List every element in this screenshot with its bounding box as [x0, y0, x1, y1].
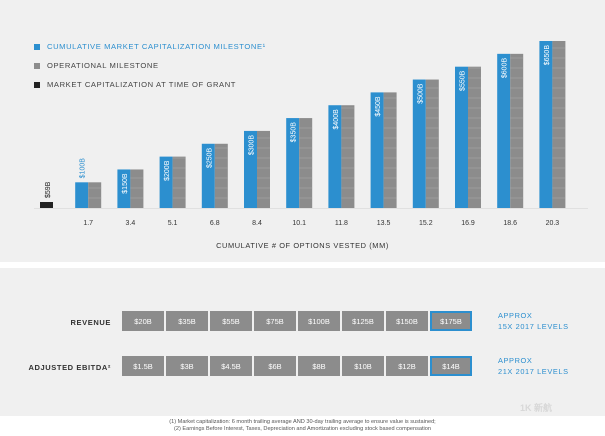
market-cap-bar — [497, 53, 511, 208]
ebitda-cell-highlighted: $14B — [430, 356, 472, 376]
footnotes: (1) Market capitalization: 6 month trail… — [0, 419, 605, 433]
market-cap-bar — [370, 92, 384, 208]
legend-label: OPERATIONAL MILESTONE — [47, 61, 159, 70]
ebitda-cells: $1.5B $3B $4.5B $6B $8B $10B $12B $14B — [122, 356, 474, 376]
revenue-note-line1: APPROX — [498, 311, 533, 320]
market-cap-bar-label: $450B — [375, 96, 382, 117]
operational-bar — [341, 105, 355, 208]
operational-bar — [130, 169, 144, 208]
revenue-cell: $35B — [166, 311, 208, 331]
x-tick-label: 8.4 — [252, 220, 262, 227]
revenue-note-line2: 15X 2017 LEVELS — [498, 322, 569, 331]
bar-chart: $59B $100B 1.7 $150B 3.4 $200B 5.1 $250B 6.8 $300… — [34, 41, 588, 227]
legend-swatch-gray — [34, 62, 40, 69]
legend-item-operational-milestone: OPERATIONAL MILESTONE — [34, 56, 266, 75]
revenue-row-label: REVENUE — [70, 318, 111, 327]
market-cap-bar-label: $250B — [206, 147, 213, 168]
x-tick-label: 3.4 — [126, 220, 136, 227]
ebitda-cell: $3B — [166, 356, 208, 376]
market-cap-bar — [244, 130, 257, 208]
market-cap-bar — [286, 118, 300, 208]
x-axis-title: CUMULATIVE # OF OPTIONS VESTED (MM) — [216, 241, 389, 250]
market-cap-bar-label: $200B — [164, 160, 171, 181]
ebitda-cell: $8B — [298, 356, 340, 376]
x-tick-label: 1.7 — [83, 220, 93, 227]
market-cap-bar-label: $500B — [417, 83, 424, 104]
operational-bar — [299, 118, 313, 208]
ebitda-note-line2: 21X 2017 LEVELS — [498, 367, 569, 376]
market-cap-bar-label: $300B — [249, 135, 256, 156]
market-cap-bar — [201, 143, 215, 208]
operational-bar — [425, 79, 439, 209]
legend-item-grant-market-cap: MARKET CAPITALIZATION AT TIME OF GRANT — [34, 75, 266, 94]
ebitda-cell: $4.5B — [210, 356, 252, 376]
x-tick-label: 13.5 — [377, 220, 391, 227]
ebitda-cell: $10B — [342, 356, 384, 376]
market-cap-bar-label: $600B — [502, 58, 509, 79]
market-cap-bar — [539, 41, 553, 208]
x-tick-label: 18.6 — [503, 220, 517, 227]
revenue-cell: $150B — [386, 311, 428, 331]
revenue-note: APPROX 15X 2017 LEVELS — [498, 310, 569, 332]
ebitda-cell: $12B — [386, 356, 428, 376]
revenue-cell: $75B — [254, 311, 296, 331]
x-tick-label: 20.3 — [546, 220, 560, 227]
market-cap-bar-label: $550B — [460, 70, 467, 91]
operational-bar — [552, 41, 566, 208]
x-tick-label: 15.2 — [419, 220, 433, 227]
market-cap-bar — [117, 169, 131, 208]
revenue-cell: $125B — [342, 311, 384, 331]
revenue-cell: $55B — [210, 311, 252, 331]
ebitda-row-label: ADJUSTED EBITDA² — [28, 363, 111, 372]
market-cap-bar — [159, 156, 173, 208]
legend-swatch-black — [34, 81, 40, 88]
market-cap-bar-label: $650B — [544, 45, 551, 66]
revenue-cell-highlighted: $175B — [430, 311, 472, 331]
watermark: 1K 新航 — [520, 403, 553, 413]
operational-bar — [468, 66, 481, 208]
legend-item-market-cap-milestone: CUMULATIVE MARKET CAPITALIZATION MILESTO… — [34, 37, 266, 56]
market-cap-bar-label: $350B — [291, 122, 298, 143]
market-cap-bar — [328, 105, 342, 208]
legend-swatch-blue — [34, 43, 40, 50]
ebitda-cell: $1.5B — [122, 356, 164, 376]
x-tick-label: 16.9 — [461, 220, 475, 227]
footnote-1: (1) Market capitalization: 6 month trail… — [169, 419, 436, 425]
x-tick-label: 6.8 — [210, 220, 220, 227]
x-tick-label: 11.8 — [335, 220, 348, 227]
revenue-cell: $20B — [122, 311, 164, 331]
market-cap-bar-label: $100B — [80, 158, 87, 179]
operational-bar — [172, 156, 186, 208]
ebitda-note: APPROX 21X 2017 LEVELS — [498, 355, 569, 377]
operational-bar — [257, 130, 270, 208]
operational-bar — [88, 182, 102, 208]
grant-bar-label: $59B — [45, 181, 52, 198]
x-tick-label: 10.1 — [292, 220, 306, 227]
market-cap-bar-label: $400B — [333, 109, 340, 130]
ebitda-cell: $6B — [254, 356, 296, 376]
operational-bar — [510, 53, 524, 208]
operational-bar — [383, 92, 397, 208]
x-tick-label: 5.1 — [168, 220, 178, 227]
market-cap-bar — [412, 79, 426, 209]
market-cap-bar — [75, 182, 89, 208]
revenue-cells: $20B $35B $55B $75B $100B $125B $150B $1… — [122, 311, 474, 331]
legend-label: CUMULATIVE MARKET CAPITALIZATION MILESTO… — [47, 42, 266, 51]
revenue-cell: $100B — [298, 311, 340, 331]
highlight-bracket — [430, 306, 480, 381]
grant-bar — [40, 202, 53, 208]
milestone-table-panel — [0, 268, 605, 416]
market-cap-bar-label: $150B — [122, 173, 129, 194]
market-cap-bar — [455, 66, 468, 208]
legend-label: MARKET CAPITALIZATION AT TIME OF GRANT — [47, 80, 237, 89]
ebitda-note-line1: APPROX — [498, 356, 533, 365]
chart-legend: CUMULATIVE MARKET CAPITALIZATION MILESTO… — [34, 37, 266, 94]
footnote-2: (2) Earnings Before Interest, Taxes, Dep… — [173, 426, 432, 432]
operational-bar — [214, 143, 228, 208]
